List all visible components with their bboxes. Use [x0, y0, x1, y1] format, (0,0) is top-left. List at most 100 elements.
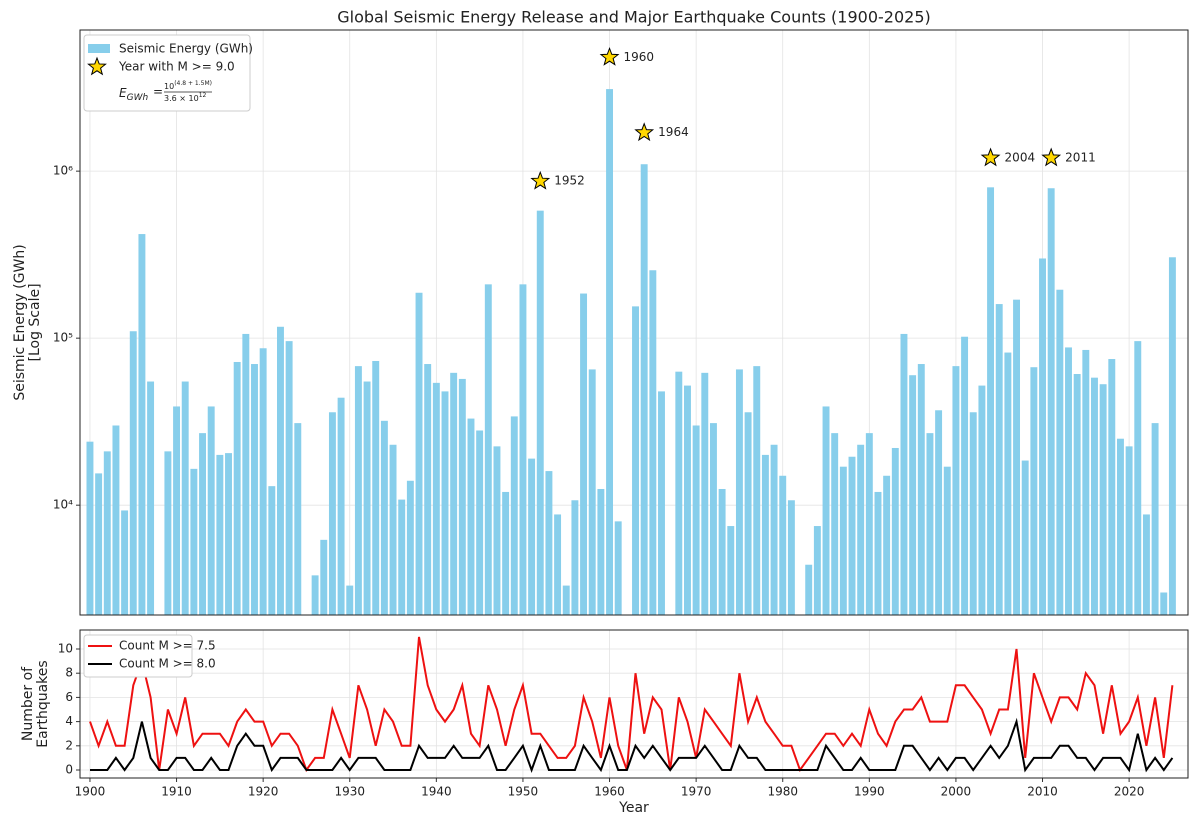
bar: [658, 391, 665, 615]
x-tick-label: 1920: [248, 785, 279, 799]
bar: [285, 341, 293, 615]
bar: [380, 420, 388, 615]
bar: [346, 585, 354, 615]
bar: [545, 471, 553, 615]
star-marker: [1041, 147, 1062, 167]
bar: [1142, 514, 1150, 615]
x-tick-label: 1960: [594, 785, 625, 799]
formula-eq: =: [153, 85, 163, 99]
bar: [952, 366, 960, 615]
bar: [147, 381, 155, 615]
bar: [753, 366, 761, 615]
x-tick-label: 1950: [508, 785, 539, 799]
plot-frame: [79, 629, 1189, 779]
y-tick-label: 2: [65, 738, 73, 752]
legend-star: [87, 56, 107, 76]
bar: [1168, 257, 1176, 615]
x-tick-label: 1980: [767, 785, 798, 799]
y-tick-label: 0: [65, 763, 73, 777]
bar: [961, 336, 969, 615]
bar: [813, 526, 821, 615]
star-label: 1952: [554, 174, 585, 188]
bar: [779, 475, 787, 615]
formula-num: 10(4.8 + 1.5M): [164, 80, 212, 91]
bar: [354, 366, 362, 615]
bar: [225, 453, 232, 615]
bar: [190, 468, 198, 615]
bar: [406, 480, 414, 615]
bar: [1091, 377, 1098, 615]
y-tick-label: 10: [58, 641, 73, 655]
bar: [744, 412, 752, 615]
bar: [510, 416, 518, 615]
bar: [398, 499, 406, 615]
x-tick-label: 1990: [854, 785, 885, 799]
bar: [389, 444, 397, 615]
x-tick-label: 1930: [334, 785, 365, 799]
x-axis-label: Year: [618, 800, 649, 816]
star-marker: [634, 122, 655, 142]
bar: [701, 372, 709, 615]
bar: [121, 510, 129, 615]
bar: [484, 284, 492, 615]
bar: [95, 473, 103, 615]
x-tick-label: 2000: [941, 785, 972, 799]
star-label: 1960: [624, 50, 655, 64]
bar: [692, 425, 700, 615]
bar: [467, 418, 475, 615]
bar: [718, 488, 726, 615]
bar: [995, 304, 1003, 615]
bar: [606, 89, 614, 615]
bar: [588, 369, 596, 615]
bar: [519, 284, 527, 615]
bar: [640, 164, 648, 615]
bar: [1116, 438, 1124, 615]
bar: [1030, 367, 1038, 615]
bar: [112, 425, 120, 615]
formula-text: 10: [164, 82, 174, 91]
legend-label: Count M >= 7.5: [119, 639, 216, 653]
bar: [441, 391, 449, 615]
bar: [536, 210, 544, 615]
bar: [476, 430, 484, 615]
bar: [865, 433, 873, 615]
bar: [1021, 460, 1029, 615]
bar: [909, 375, 917, 615]
bar: [277, 326, 284, 615]
bar: [1004, 352, 1012, 615]
star-marker: [980, 147, 1001, 167]
x-tick-label: 2010: [1027, 785, 1058, 799]
star-label: 2011: [1065, 150, 1096, 164]
star-label: 1964: [658, 125, 689, 139]
bar: [935, 410, 943, 615]
bar: [164, 451, 172, 615]
bar: [216, 454, 224, 615]
bar: [1047, 188, 1055, 615]
bar: [138, 234, 146, 615]
bar: [839, 466, 847, 615]
formula-den: 3.6 × 1012: [164, 92, 207, 103]
star-marker: [530, 170, 551, 190]
bar: [1125, 446, 1133, 615]
formula-text: 12: [199, 92, 207, 99]
bar: [874, 491, 882, 615]
star-label: 2004: [1005, 150, 1036, 164]
bar: [207, 406, 215, 615]
bar: [1039, 258, 1046, 615]
y-axis-label: Seismic Energy (GWh): [12, 244, 28, 400]
formula-text: GWh: [127, 93, 149, 103]
bar: [684, 385, 691, 615]
bar: [1134, 341, 1142, 615]
bar: [129, 331, 137, 615]
bar: [926, 433, 934, 615]
bar: [528, 458, 536, 615]
bar: [891, 447, 899, 615]
bar: [1099, 384, 1107, 615]
bar: [268, 486, 276, 615]
bar: [805, 564, 813, 615]
bar: [571, 500, 579, 615]
bar: [1073, 374, 1081, 615]
bar: [822, 406, 830, 615]
bar: [580, 293, 588, 615]
